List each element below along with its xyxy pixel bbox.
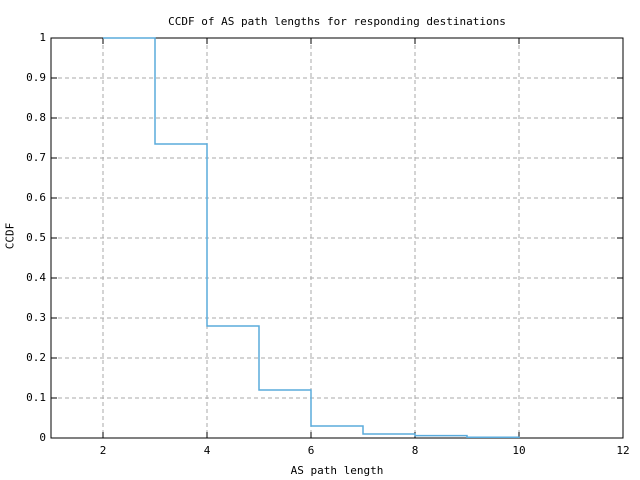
x-tick-label: 6 xyxy=(307,444,315,457)
chart-title: CCDF of AS path lengths for responding d… xyxy=(168,15,506,28)
x-axis-label: AS path length xyxy=(290,464,384,477)
y-tick-label: 0.8 xyxy=(26,111,46,124)
y-tick-label: 0.6 xyxy=(26,191,46,204)
y-tick-label: 0.9 xyxy=(26,71,46,84)
y-tick-label: 0.5 xyxy=(26,231,46,244)
x-tick-label: 12 xyxy=(616,444,630,457)
axis-ticks xyxy=(51,37,624,439)
y-tick-label: 1 xyxy=(39,31,46,44)
y-tick-label: 0.3 xyxy=(26,311,46,324)
y-tick-label: 0 xyxy=(39,431,46,444)
x-tick-label: 2 xyxy=(99,444,107,457)
y-tick-label: 0.4 xyxy=(26,271,46,284)
grid-lines xyxy=(51,38,623,438)
x-tick-label: 8 xyxy=(411,444,419,457)
y-tick-label: 0.7 xyxy=(26,151,46,164)
x-tick-label: 4 xyxy=(203,444,211,457)
y-tick-label: 0.1 xyxy=(26,391,46,404)
ccdf-step-line xyxy=(103,37,520,438)
y-tick-label: 0.2 xyxy=(26,351,46,364)
x-tick-label: 10 xyxy=(512,444,526,457)
